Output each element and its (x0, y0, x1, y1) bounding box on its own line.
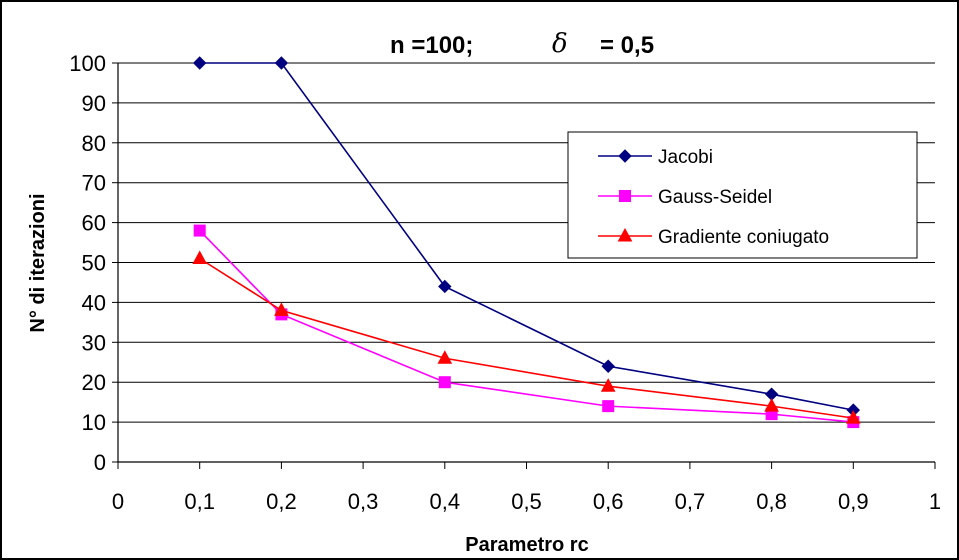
y-tick-label: 20 (82, 370, 106, 395)
y-tick-label: 10 (82, 410, 106, 435)
y-tick-label: 90 (82, 91, 106, 116)
x-tick-label: 0,8 (756, 489, 787, 514)
x-tick-label: 0,5 (511, 489, 542, 514)
x-tick-label: 0,3 (348, 489, 379, 514)
y-tick-label: 30 (82, 330, 106, 355)
chart-title-symbol: δ (552, 29, 568, 59)
legend-label: Gauss-Seidel (658, 187, 772, 208)
y-tick-label: 40 (82, 290, 106, 315)
x-tick-label: 0,1 (184, 489, 215, 514)
x-axis-title: Parametro rc (465, 534, 588, 556)
x-tick-label: 0,9 (838, 489, 869, 514)
x-tick-label: 1 (929, 489, 941, 514)
legend-label: Jacobi (658, 147, 713, 168)
data-point-gauss-seidel (439, 377, 450, 388)
x-tick-label: 0,6 (593, 489, 624, 514)
y-tick-label: 100 (69, 51, 106, 76)
legend: Jacobi Gauss-Seidel Gradiente coniugato (568, 132, 917, 258)
y-tick-label: 50 (82, 251, 106, 276)
data-point-gauss-seidel (603, 401, 614, 412)
chart-title-suffix: = 0,5 (600, 32, 654, 59)
x-tick-label: 0,2 (266, 489, 297, 514)
x-tick-label: 0,7 (675, 489, 706, 514)
x-tick-label: 0 (112, 489, 124, 514)
y-tick-label: 0 (94, 450, 106, 475)
data-point-gauss-seidel (194, 225, 205, 236)
x-tick-label: 0,4 (430, 489, 461, 514)
chart-title-prefix: n =100; (390, 32, 473, 59)
y-tick-label: 70 (82, 171, 106, 196)
y-tick-label: 60 (82, 211, 106, 236)
y-tick-label: 80 (82, 131, 106, 156)
legend-marker (620, 191, 631, 202)
legend-label: Gradiente coniugato (658, 227, 829, 248)
y-axis-title: N° di iterazioni (27, 193, 49, 332)
